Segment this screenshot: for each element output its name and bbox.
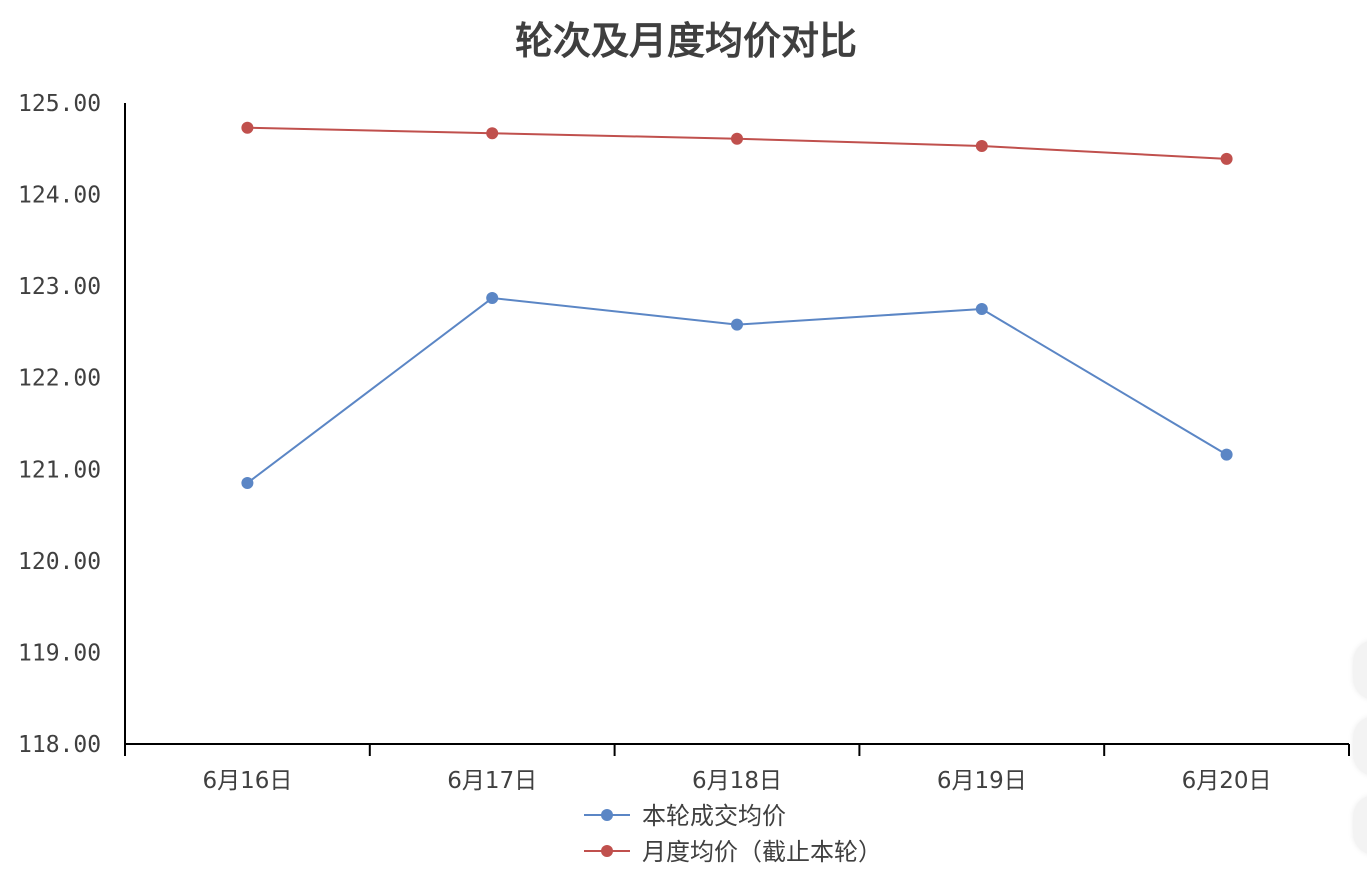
x-tick-label: 6月18日 — [692, 768, 782, 794]
data-point — [731, 132, 743, 145]
legend-marker — [601, 845, 613, 857]
y-tick-label: 125.00 — [18, 91, 101, 117]
legend-label: 本轮成交均价 — [642, 802, 786, 830]
data-point — [241, 121, 254, 134]
data-point — [486, 127, 499, 140]
side-scroll-handle — [1353, 716, 1367, 776]
legend-item: 月度均价（截止本轮） — [584, 838, 882, 866]
data-point — [731, 318, 743, 331]
data-point — [486, 292, 499, 305]
axes — [124, 103, 1350, 756]
x-tick-label: 6月17日 — [447, 768, 537, 794]
series-1 — [241, 292, 1233, 490]
data-point — [1220, 152, 1233, 165]
chart-title: 轮次及月度均价对比 — [515, 19, 857, 63]
y-tick-label: 120.00 — [18, 549, 101, 575]
legend-marker — [601, 809, 613, 821]
legend-item: 本轮成交均价 — [584, 802, 786, 830]
data-point — [241, 477, 254, 490]
x-tick-label: 6月20日 — [1182, 768, 1272, 794]
legend-label: 月度均价（截止本轮） — [642, 838, 882, 866]
data-point — [1220, 448, 1233, 461]
data-point — [975, 140, 988, 153]
y-tick-label: 122.00 — [18, 366, 101, 392]
side-scroll-handle — [1353, 795, 1367, 855]
series-layer — [241, 121, 1233, 490]
y-axis-ticks: 118.00 119.00 120.00 121.00 122.00 123.00 124.… — [18, 91, 101, 758]
y-tick-label: 119.00 — [18, 640, 101, 666]
x-axis-ticks: 6月16日 6月17日 6月18日 6月19日 6月20日 — [202, 768, 1271, 794]
y-tick-label: 124.00 — [18, 183, 101, 209]
y-tick-label: 123.00 — [18, 274, 101, 300]
x-tick-label: 6月16日 — [202, 768, 292, 794]
data-point — [975, 303, 988, 316]
series-2 — [241, 121, 1233, 165]
side-scroll-handle — [1353, 640, 1367, 700]
y-tick-label: 118.00 — [18, 732, 101, 758]
x-tick-label: 6月19日 — [937, 768, 1027, 794]
y-tick-label: 121.00 — [18, 457, 101, 483]
